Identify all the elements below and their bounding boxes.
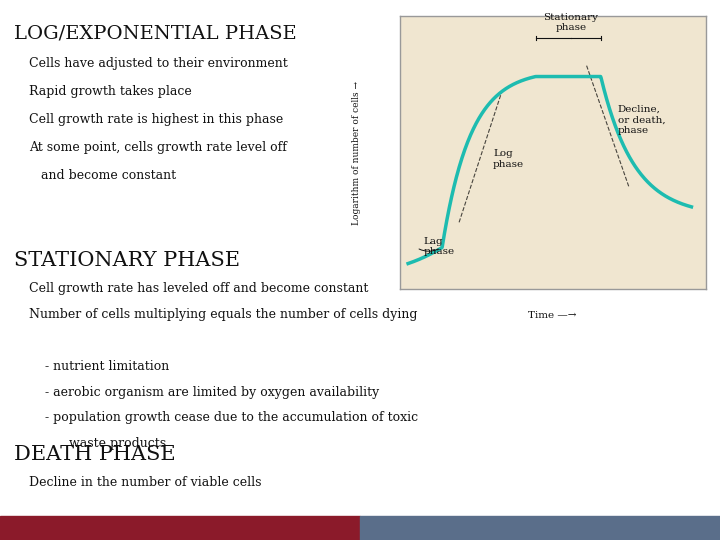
Text: STATIONARY PHASE: STATIONARY PHASE	[14, 251, 240, 270]
Text: Lag
phase: Lag phase	[423, 237, 455, 256]
Text: Decline,
or death,
phase: Decline, or death, phase	[618, 105, 665, 135]
Bar	[0, 516, 360, 540]
Text: LOG/EXPONENTIAL PHASE: LOG/EXPONENTIAL PHASE	[14, 24, 297, 42]
Text: and become constant: and become constant	[29, 169, 176, 182]
Bar	[360, 516, 720, 540]
Text: - nutrient limitation: - nutrient limitation	[29, 360, 169, 373]
Text: - aerobic organism are limited by oxygen availability: - aerobic organism are limited by oxygen…	[29, 386, 379, 399]
Text: DEATH PHASE: DEATH PHASE	[14, 446, 176, 464]
Text: Decline in the number of viable cells: Decline in the number of viable cells	[29, 476, 261, 489]
Text: Rapid growth takes place: Rapid growth takes place	[29, 85, 192, 98]
Text: Logarithm of number of cells →: Logarithm of number of cells →	[352, 80, 361, 225]
Text: Time —→: Time —→	[528, 310, 577, 320]
Text: Stationary
phase: Stationary phase	[544, 12, 598, 32]
Text: At some point, cells growth rate level off: At some point, cells growth rate level o…	[29, 141, 287, 154]
Text: Log
phase: Log phase	[493, 150, 524, 169]
Text: Cell growth rate has leveled off and become constant: Cell growth rate has leveled off and bec…	[29, 282, 368, 295]
Text: Cell growth rate is highest in this phase: Cell growth rate is highest in this phas…	[29, 113, 283, 126]
Text: Number of cells multiplying equals the number of cells dying: Number of cells multiplying equals the n…	[29, 308, 418, 321]
Text: - population growth cease due to the accumulation of toxic: - population growth cease due to the acc…	[29, 411, 418, 424]
Text: waste products: waste products	[29, 437, 166, 450]
Text: Cells have adjusted to their environment: Cells have adjusted to their environment	[29, 57, 287, 70]
